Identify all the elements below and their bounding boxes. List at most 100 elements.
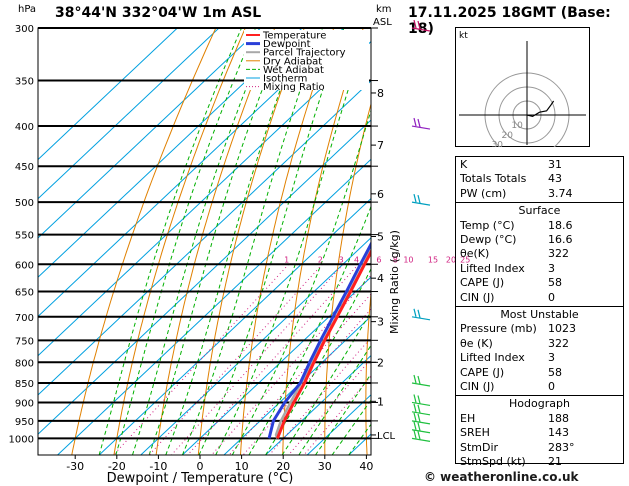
hodograph-trace [526, 100, 555, 118]
index-row: Totals Totals 43 [460, 172, 619, 186]
wet-adiabat-line [298, 344, 371, 455]
wind-barb-flag [417, 375, 421, 385]
x-tick-label: 10 [235, 460, 249, 473]
index-row: K 31 [460, 158, 619, 172]
dry-adiabat-line [197, 28, 305, 455]
mixing-ratio-label: 1 [284, 255, 289, 264]
pressure-tick-label: 300 [15, 24, 34, 35]
index-key: CAPE (J) [460, 276, 505, 290]
index-key: Pressure (mb) [460, 322, 537, 336]
x-tick-label: 20 [276, 460, 290, 473]
index-row: θe (K) 322 [460, 337, 619, 351]
hodograph-ring-label: 10 [511, 121, 523, 131]
pressure-tick-label: 500 [15, 198, 34, 209]
x-tick-label: -30 [66, 460, 84, 473]
km-tick-label: 1 [377, 395, 384, 408]
pressure-tick-label: 400 [15, 122, 34, 133]
wind-barb [411, 382, 431, 387]
index-key: Temp (°C) [460, 218, 515, 232]
mixing-ratio-line [303, 375, 371, 455]
index-key: StmDir [460, 440, 499, 454]
index-key: Lifted Index [460, 351, 525, 365]
index-key: CAPE (J) [460, 365, 505, 379]
pressure-tick-label: 700 [15, 313, 34, 324]
index-key: EH [460, 411, 476, 425]
index-key: K [460, 158, 468, 171]
index-key: Totals Totals [460, 172, 527, 186]
dry-adiabat-line [324, 102, 371, 455]
index-value: 3 [548, 351, 555, 365]
mixing-ratio-line [113, 263, 290, 455]
index-value: 58 [548, 365, 562, 379]
index-value: 43 [548, 172, 562, 186]
index-value: 322 [548, 336, 569, 350]
pressure-tick-label: 950 [15, 417, 34, 428]
wind-barb [411, 27, 431, 32]
index-row: Lifted Index 3 [460, 262, 619, 276]
pressure-tick-label: 800 [15, 358, 34, 369]
wind-barb [411, 420, 431, 425]
index-value: 3 [548, 261, 555, 275]
legend-entry: Mixing Ratio [263, 82, 325, 93]
mixing-ratio-label: 2 [318, 255, 323, 264]
mixing-ratio-label: 6 [376, 255, 381, 264]
x-tick-label: -20 [108, 460, 126, 473]
index-row: CAPE (J) 58 [460, 366, 619, 380]
wet-adiabat-line [98, 28, 242, 455]
wind-barb [411, 401, 431, 407]
wet-adiabat-line [248, 204, 371, 455]
index-row: Pressure (mb) 1023 [460, 322, 619, 336]
plot-frame [37, 27, 372, 456]
pressure-tick-label: 600 [15, 260, 34, 271]
wet-adiabat-line [198, 28, 345, 455]
index-value: 322 [548, 247, 569, 261]
wind-barb [411, 411, 431, 416]
pressure-tick-label: 1000 [9, 434, 34, 445]
wet-adiabat-line [281, 310, 371, 455]
wet-adiabat-line [132, 28, 271, 455]
wet-adiabat-line [315, 373, 371, 455]
wind-barb-flag [413, 421, 417, 430]
wet-adiabat-line [331, 399, 371, 455]
km-tick-label: 4 [377, 272, 384, 285]
asl-unit-label: ASL [373, 17, 392, 28]
dry-adiabat-line [365, 288, 371, 455]
legend-entry: Dewpoint [263, 39, 311, 50]
index-row: Lifted Index 3 [460, 351, 619, 365]
index-value: 188 [548, 411, 569, 425]
mixing-ratio-line [228, 293, 371, 455]
wind-barb-flag [413, 412, 417, 422]
legend-box [244, 30, 369, 90]
legend-entry: Wet Adiabat [263, 65, 324, 76]
wind-barb-flag [417, 422, 421, 431]
isotherm-line [38, 28, 261, 239]
wind-barb [411, 125, 431, 130]
mixing-ratio-label: 25 [460, 255, 470, 264]
dry-adiabat-line [113, 28, 246, 455]
pressure-tick-label: 900 [15, 398, 34, 409]
mixing-ratio-line [269, 336, 371, 455]
legend-entry: Temperature [262, 31, 326, 42]
wind-barb-flag [417, 413, 421, 423]
dry-adiabat-line [406, 28, 452, 455]
wind-barb-flag [413, 374, 417, 384]
wind-barb-flag [413, 117, 417, 127]
wind-barb-flag [413, 430, 417, 439]
legend-entry: Dry Adiabat [263, 56, 322, 67]
index-key: CIN (J) [460, 380, 495, 393]
dry-adiabat-line [155, 28, 276, 455]
mixing-ratio-label: 10 [403, 255, 413, 264]
index-value: 0 [548, 380, 555, 393]
mixing-ratio-label: 8 [393, 255, 398, 264]
index-row: θe(K) 322 [460, 247, 619, 261]
mixing-ratio-label: 20 [446, 255, 456, 264]
index-row: CIN (J) 0 [460, 380, 619, 394]
isotherm-line [38, 28, 178, 161]
pressure-tick-label: 350 [15, 77, 34, 88]
index-row: CIN (J) 0 [460, 291, 619, 305]
index-key: CIN (J) [460, 290, 495, 304]
copyright-label: © weatheronline.co.uk [424, 470, 579, 484]
index-value: 0 [548, 290, 555, 304]
wind-barb-flag [417, 431, 421, 440]
wet-adiabat-line [265, 267, 371, 455]
